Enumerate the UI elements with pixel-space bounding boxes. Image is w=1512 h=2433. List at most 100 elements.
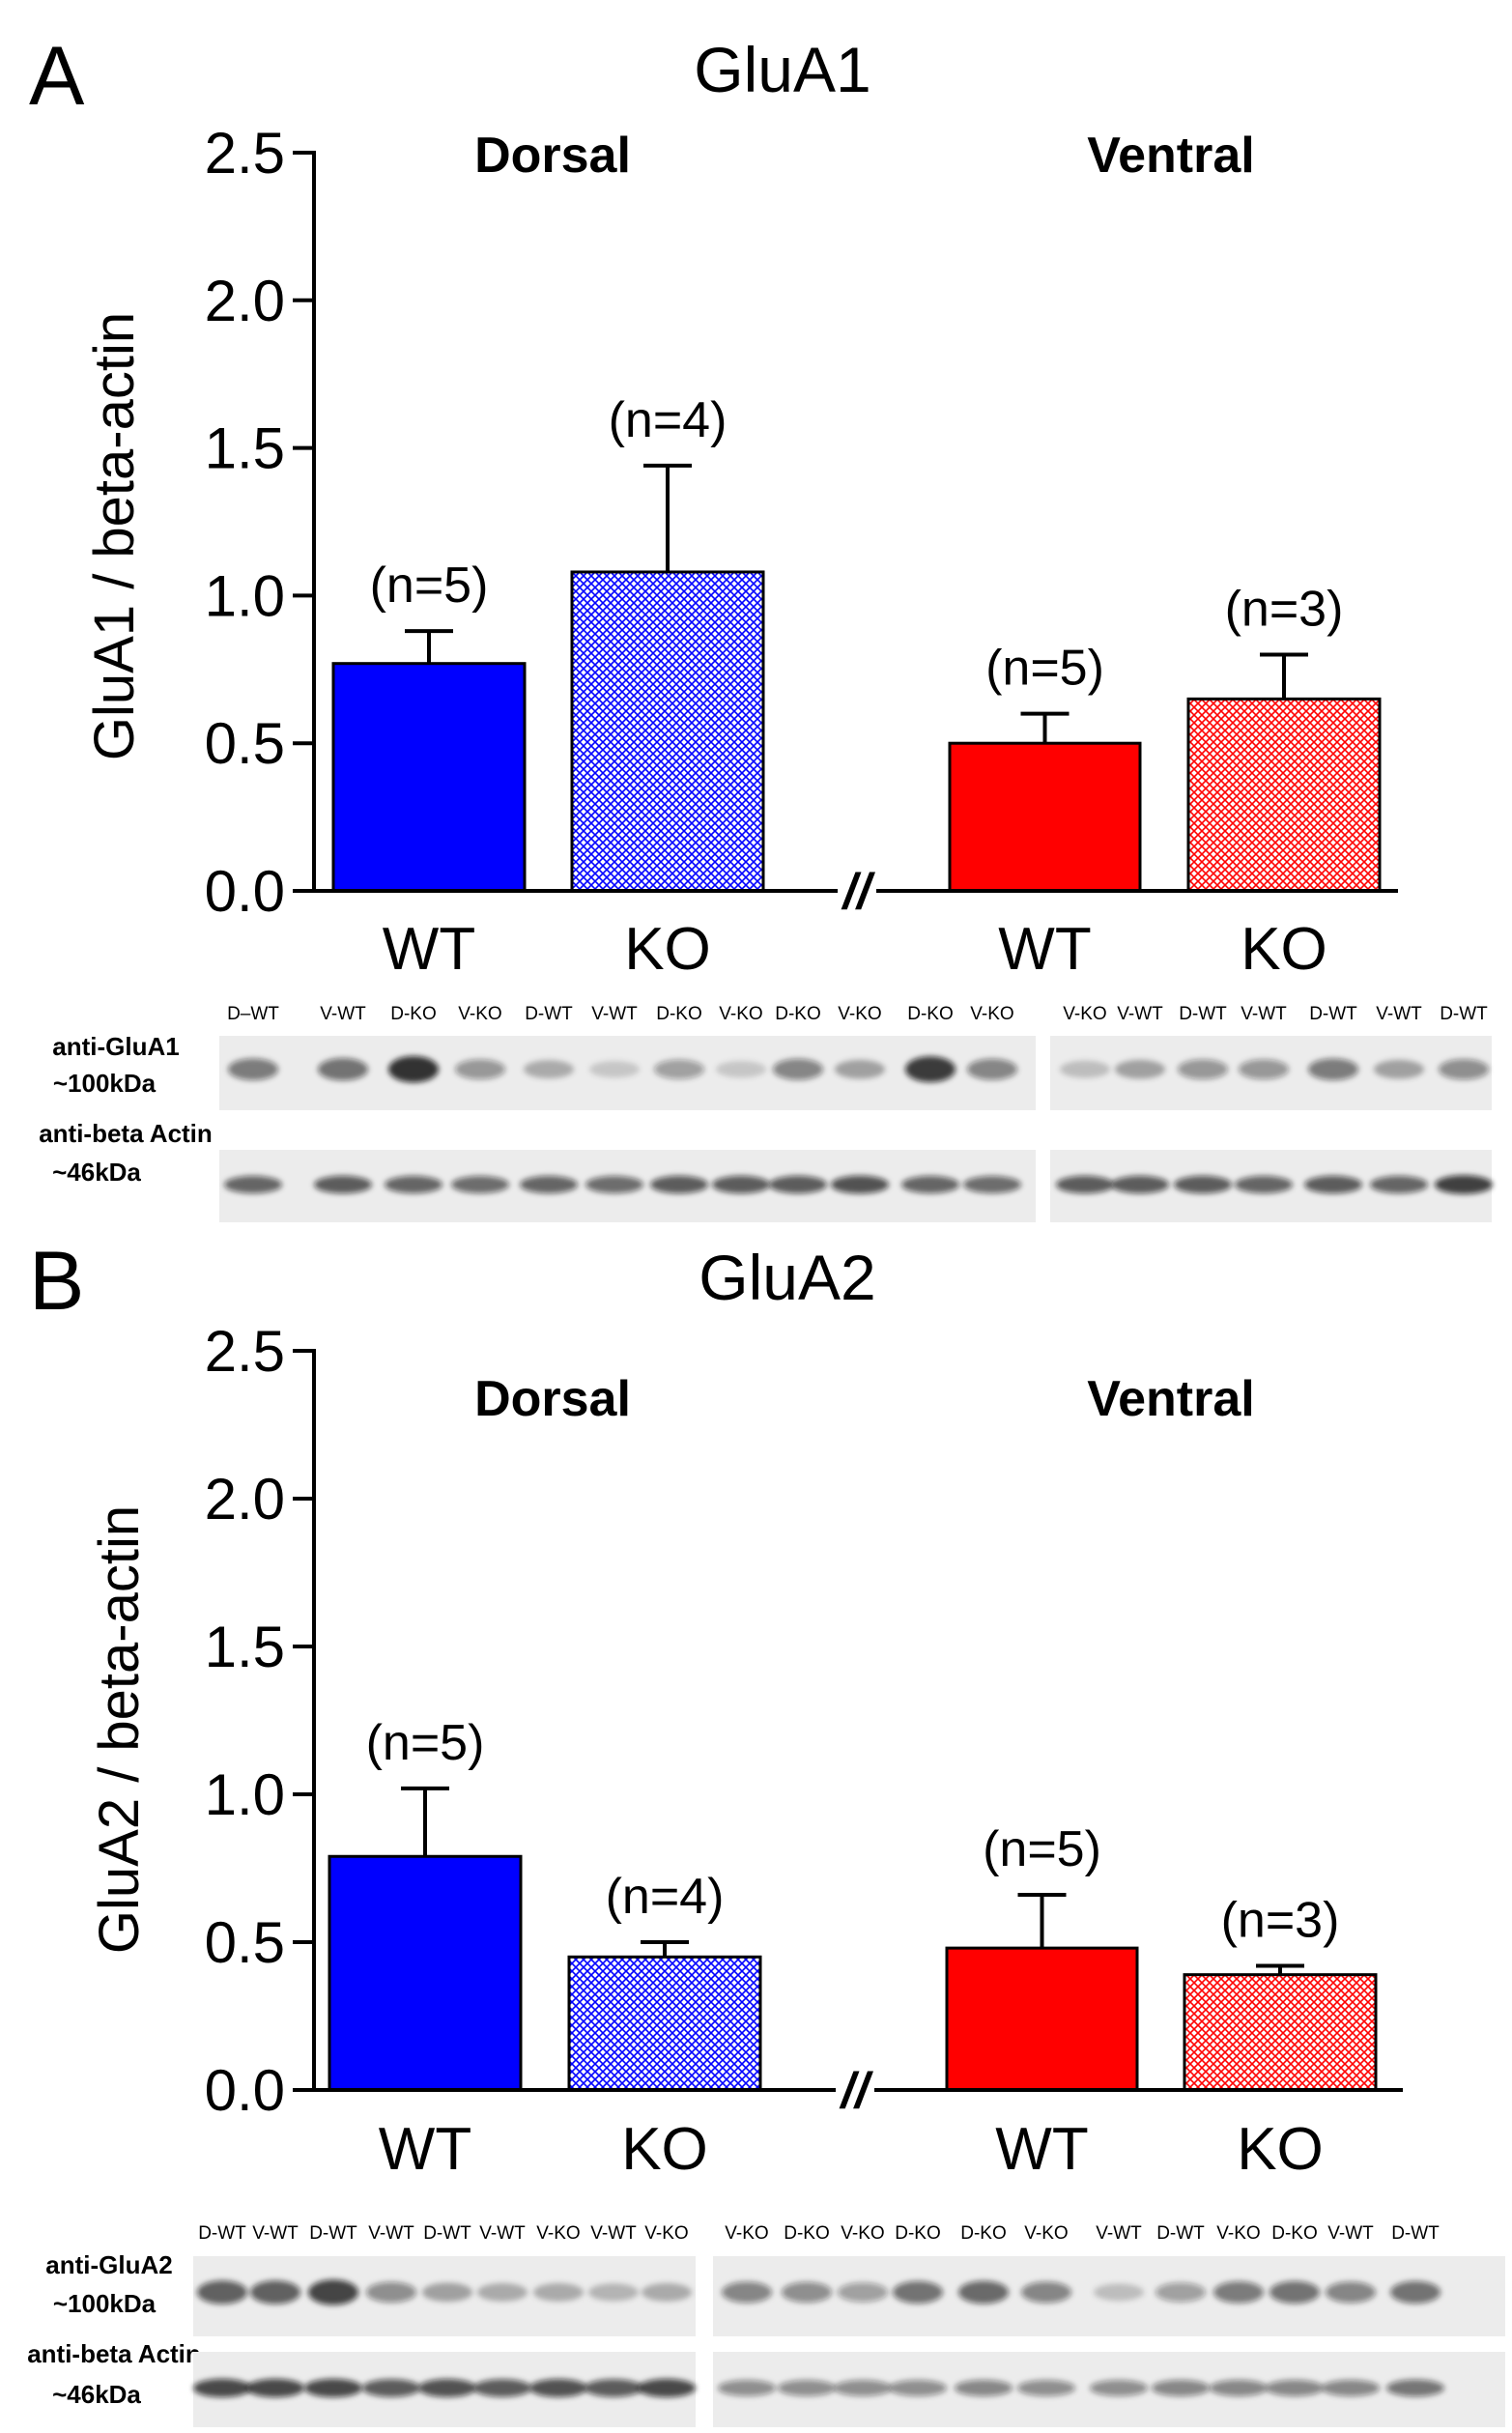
n-label: (n=4) [606,1869,725,1925]
blot-lane-label: V-KO [1216,2223,1260,2244]
panel-b-group-ventral: Ventral [1087,1371,1254,1427]
blot-band-control [224,1175,282,1194]
blot-band-target [1390,2280,1441,2304]
blot-band-control [1370,1175,1428,1194]
blot-band-control [585,1176,643,1193]
blot-lane-label: D–WT [227,1004,279,1024]
blot-lane-label: V-WT [1096,2223,1142,2244]
x-category-label: WT [383,916,475,983]
blot-lane-label: V-KO [725,2223,768,2244]
bar-ventral-wt [945,1946,1139,2092]
panel-b-letter: B [29,1235,84,1328]
bar-dorsal-ko [570,570,765,893]
blot-band-control [1266,2379,1324,2396]
blot-band-control [963,1176,1021,1193]
blot-band-control [718,2380,776,2396]
blot-band-control [385,1175,442,1194]
x-category-label: KO [1241,916,1327,983]
blot-lane-label: V-KO [841,2223,884,2244]
blot-band-control [650,1175,708,1194]
panel-a-y-axis: 0.0 0.5 1.0 1.5 2.0 2.5 [205,121,316,924]
blot-lane-label: D-KO [390,1004,437,1024]
y-tick-label: 1.0 [205,1762,285,1827]
blot-lane-label: V-WT [1117,1004,1163,1024]
panel-a-group-dorsal: Dorsal [474,128,631,184]
panel-a-blot: anti-GluA1 ~100kDa anti-beta Actin ~46kD… [39,1004,1493,1222]
blot-band-target [893,2280,943,2304]
blot-band-control [362,2379,420,2397]
blot-band-control [473,2379,531,2397]
blot-lane-label: V-KO [838,1004,881,1024]
blot-lane-label: D-KO [907,1004,954,1024]
panel-b-blot-control-label-2: ~46kDa [52,2380,141,2409]
y-tick-label: 2.5 [205,1319,285,1384]
blot-lane-label: V-KO [719,1004,762,1024]
blot-band-control [834,2380,892,2396]
panel-a-group-ventral: Ventral [1087,128,1254,184]
blot-band-control [638,2378,696,2397]
blot-band-target [1308,1058,1358,1080]
blot-band-target [1374,1059,1424,1079]
panel-a: A GluA1 GluA1 / beta-actin Dorsal Ventra… [29,30,1493,1222]
blot-band-control [1435,1175,1493,1194]
blot-band-target [642,2282,692,2302]
blot-lane-label: V-KO [970,1004,1013,1024]
blot-band-target [1115,1059,1165,1079]
n-label: (n=3) [1225,582,1344,638]
n-label: (n=5) [983,1821,1101,1877]
blot-band-control [1210,2379,1268,2396]
blot-band-target [308,2279,358,2305]
blot-band-control [769,1175,827,1194]
blot-band-target [388,1055,439,1083]
bar-ventral-wt [948,741,1142,893]
blot-lane-label: V-WT [252,2223,299,2244]
blot-band-control [889,2380,947,2396]
blot-band-control [520,1175,578,1194]
blot-band-target [722,2281,772,2304]
blot-band-target [1213,2281,1264,2304]
blot-lane-label: D-WT [1156,2223,1205,2244]
blot-lane-label: D-KO [1271,2223,1318,2244]
blot-lane-label: V-KO [644,2223,688,2244]
x-category-label: WT [995,2116,1088,2183]
blot-band-control [529,2379,587,2397]
panel-b-bars: (n=5) (n=4) (n=5) (n=3) [328,1715,1378,2092]
blot-lane-label: V-KO [536,2223,580,2244]
panel-b: B GluA2 GluA2 / beta-actin Dorsal Ventra… [27,1235,1505,2427]
y-tick-label: 2.0 [205,1467,285,1531]
x-category-label: KO [1237,2116,1324,2183]
blot-lane-label: D-WT [198,2223,246,2244]
blot-band-control [1386,2379,1444,2397]
blot-band-control [1090,2380,1148,2396]
blot-band-target [1178,1059,1228,1080]
blot-band-target [228,1058,278,1080]
blot-lane-label: V-WT [320,1004,366,1024]
blot-lane-label: V-KO [1024,2223,1068,2244]
blot-band-target [654,1059,704,1079]
panel-b-x-axis: // WT KO WT KO [314,2063,1403,2183]
x-category-label: WT [998,916,1091,983]
blot-lane-label: D-KO [656,1004,702,1024]
blot-band-target [967,1058,1017,1080]
panel-b-blot-target-label-1: anti-GluA2 [45,2250,172,2279]
blot-band-control [314,1175,372,1194]
blot-band-control [1235,1175,1293,1194]
blot-band-target [1094,2283,1144,2302]
blot-band-target [905,1056,956,1083]
blot-band-target [1155,2282,1206,2303]
blot-lane-label: D-WT [1391,2223,1440,2244]
y-tick-label: 1.5 [205,416,285,481]
blot-band-target [1239,1059,1289,1080]
blot-band-control [1017,2380,1075,2396]
blot-band-target [1270,2280,1320,2304]
blot-lane-label: V-KO [458,1004,501,1024]
blot-band-control [451,1176,509,1193]
axis-break-mark: // [840,2063,874,2119]
blot-lane-label: D-WT [525,1004,573,1024]
blot-lane-label: D-WT [1309,1004,1357,1024]
blot-band-target [455,1059,505,1080]
blot-band-target [838,2282,888,2303]
panel-b-title: GluA2 [699,1242,875,1313]
blot-lane-label: V-WT [368,2223,414,2244]
